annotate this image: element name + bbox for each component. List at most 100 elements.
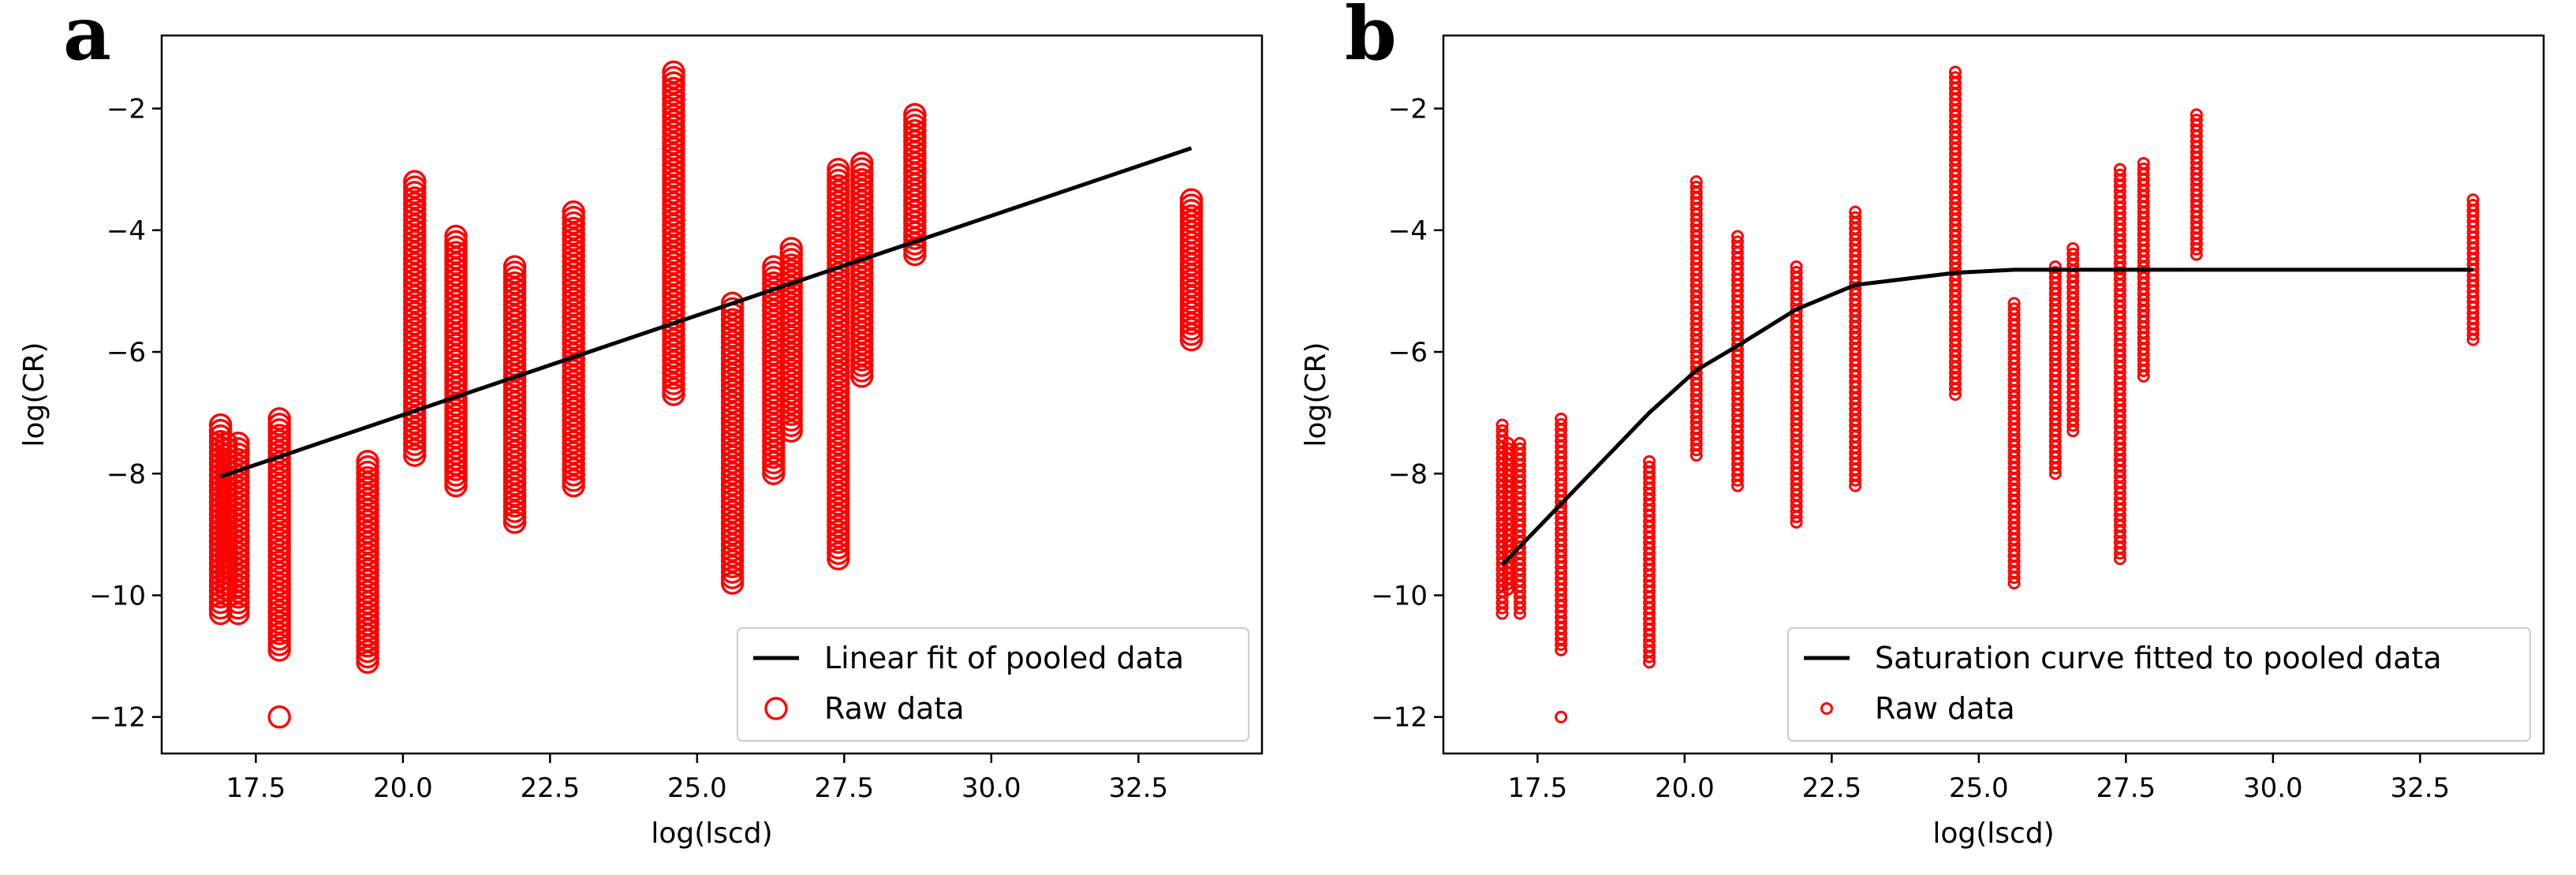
chart-panel-a: a 17.5 20.0 22.5 25.0 27.5 30.0 32.5 −2 −4 −6 −8 −10… bbox=[18, 0, 1264, 850]
x-tick-label: 17.5 bbox=[1508, 772, 1568, 804]
legend-label-fit: Saturation curve fitted to pooled data bbox=[1875, 641, 2442, 675]
data-point bbox=[403, 372, 427, 396]
data-point bbox=[562, 447, 585, 470]
data-point bbox=[562, 353, 585, 377]
data-point bbox=[1502, 436, 1515, 450]
data-point bbox=[403, 181, 427, 204]
data-point bbox=[562, 227, 585, 252]
data-point bbox=[267, 489, 291, 514]
data-point bbox=[403, 235, 427, 260]
data-point bbox=[226, 497, 250, 521]
data-point bbox=[662, 241, 685, 264]
data-point bbox=[720, 555, 745, 578]
data-point bbox=[226, 442, 250, 466]
data-point bbox=[827, 459, 850, 483]
data-point bbox=[662, 82, 685, 106]
data-point bbox=[662, 338, 685, 363]
data-point bbox=[779, 353, 803, 376]
data-point bbox=[444, 224, 468, 249]
y-tick-label: −12 bbox=[89, 702, 146, 734]
data-point bbox=[720, 467, 745, 491]
data-point bbox=[662, 114, 685, 139]
data-point bbox=[779, 402, 803, 426]
data-point bbox=[827, 530, 850, 555]
data-point bbox=[779, 314, 803, 338]
data-point bbox=[267, 429, 291, 453]
data-point bbox=[403, 252, 427, 275]
data-point bbox=[562, 436, 585, 459]
data-point bbox=[267, 533, 291, 558]
data-point bbox=[226, 569, 250, 593]
data-point bbox=[827, 179, 850, 204]
y-tick-label: −6 bbox=[106, 337, 146, 368]
data-point bbox=[662, 361, 685, 384]
data-point bbox=[562, 233, 585, 256]
data-point bbox=[720, 319, 745, 342]
data-point bbox=[403, 306, 427, 331]
data-point bbox=[226, 508, 250, 532]
data-point bbox=[267, 484, 291, 508]
data-point bbox=[850, 168, 874, 192]
data-point bbox=[562, 469, 585, 492]
data-point bbox=[827, 223, 850, 247]
y-tick-label: −12 bbox=[1371, 702, 1428, 734]
data-point bbox=[779, 358, 803, 382]
data-point bbox=[356, 466, 379, 490]
panel-letter: b bbox=[1345, 0, 1397, 77]
legend-marker-swatch bbox=[1820, 702, 1833, 715]
data-point bbox=[1689, 181, 1703, 194]
data-point bbox=[720, 473, 745, 496]
plot-frame bbox=[160, 34, 1264, 755]
data-point bbox=[827, 262, 850, 286]
data-point bbox=[1555, 710, 1568, 724]
data-point bbox=[662, 136, 685, 160]
x-tick-label: 32.5 bbox=[2390, 772, 2450, 804]
data-point bbox=[827, 437, 850, 461]
data-point bbox=[562, 293, 585, 317]
data-point bbox=[662, 60, 685, 84]
data-point bbox=[226, 525, 250, 548]
data-point bbox=[827, 432, 850, 455]
data-point bbox=[720, 439, 745, 463]
data-point bbox=[403, 186, 427, 210]
data-point bbox=[403, 246, 427, 270]
data-point bbox=[662, 256, 685, 281]
data-point bbox=[720, 484, 745, 507]
data-point bbox=[403, 203, 427, 226]
fit-line bbox=[1500, 267, 2473, 567]
data-point bbox=[2048, 265, 2062, 279]
y-tick-label: −8 bbox=[106, 458, 146, 490]
data-point bbox=[2066, 241, 2080, 255]
legend-marker-swatch bbox=[764, 697, 788, 720]
data-point bbox=[827, 344, 850, 368]
data-point bbox=[720, 489, 745, 513]
data-point bbox=[779, 292, 803, 316]
data-point bbox=[562, 402, 585, 427]
data-point bbox=[827, 201, 850, 225]
x-tick-label: 20.0 bbox=[1655, 772, 1715, 804]
data-point bbox=[226, 580, 250, 604]
data-point bbox=[267, 495, 291, 519]
data-point bbox=[827, 361, 850, 384]
data-point bbox=[267, 616, 291, 640]
data-point bbox=[267, 594, 291, 618]
data-point bbox=[403, 334, 427, 358]
data-point bbox=[720, 291, 745, 316]
data-point bbox=[827, 234, 850, 258]
data-point bbox=[226, 519, 250, 543]
data-point bbox=[403, 405, 427, 429]
data-point bbox=[226, 590, 250, 615]
data-point bbox=[662, 333, 685, 357]
data-point bbox=[267, 611, 291, 634]
data-point bbox=[562, 249, 585, 273]
chart-panel-b: b 17.5 20.0 22.5 25.0 27.5 30.0 32.5 −2 −4 −6 −8 −10… bbox=[1300, 0, 2545, 850]
data-point bbox=[562, 266, 585, 290]
data-point bbox=[1689, 175, 1703, 189]
data-point bbox=[2066, 247, 2080, 260]
data-point bbox=[562, 380, 585, 405]
data-point bbox=[662, 262, 685, 286]
x-tick-label: 27.5 bbox=[814, 772, 874, 804]
data-point bbox=[1513, 436, 1526, 450]
data-point bbox=[827, 300, 850, 324]
data-point bbox=[720, 379, 745, 403]
